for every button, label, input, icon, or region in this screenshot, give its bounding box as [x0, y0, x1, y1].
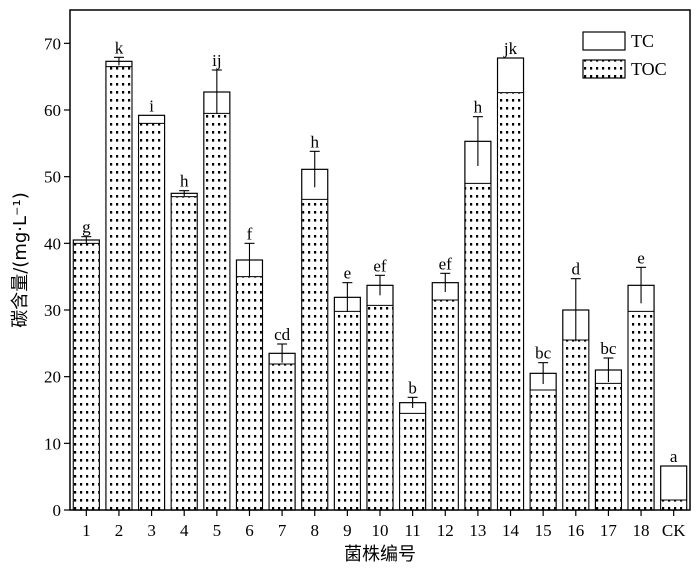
- bar-toc-3: [139, 123, 164, 510]
- bar-toc-13: [465, 183, 491, 511]
- bar-toc-10: [367, 305, 393, 510]
- x-tick-label-7: 7: [278, 521, 287, 540]
- significance-labels: g k i h ij f cd h e ef b ef h jk bc d bc e a: [82, 38, 678, 466]
- significance-label-7: cd: [274, 325, 291, 344]
- significance-label-CK: a: [670, 447, 678, 466]
- legend: TC TOC: [582, 31, 667, 79]
- significance-label-2: k: [115, 38, 124, 57]
- y-tick-label-60: 60: [44, 101, 61, 120]
- bar-toc-9: [334, 311, 360, 510]
- x-axis-title: 菌株编号: [344, 544, 416, 565]
- bar-toc-2: [106, 66, 132, 511]
- legend-swatch-toc: [582, 59, 626, 79]
- bar-toc-15: [530, 390, 556, 510]
- x-tick-label-1: 1: [82, 521, 91, 540]
- bar-toc-5: [204, 113, 230, 510]
- x-tick-label-14: 14: [502, 521, 520, 540]
- y-tick-label-20: 20: [44, 368, 61, 387]
- y-axis-title: 碳含量/(mg·L⁻¹): [10, 192, 31, 328]
- significance-label-1: g: [82, 218, 91, 237]
- x-tick-label-5: 5: [213, 521, 222, 540]
- significance-label-6: f: [247, 224, 253, 243]
- significance-label-5: ij: [212, 51, 221, 70]
- legend-label-toc: TOC: [631, 59, 667, 79]
- x-tick-label-12: 12: [437, 521, 454, 540]
- bar-toc-18: [628, 311, 654, 510]
- x-tick-label-8: 8: [310, 521, 319, 540]
- legend-swatch-tc: [582, 31, 626, 51]
- y-tick-label-50: 50: [44, 168, 61, 187]
- x-tick-label-13: 13: [469, 521, 486, 540]
- significance-label-17: bc: [600, 339, 617, 358]
- bar-toc-17: [596, 383, 621, 510]
- significance-label-3: i: [149, 96, 154, 115]
- bar-toc-1: [73, 243, 99, 511]
- x-tick-label-17: 17: [600, 521, 618, 540]
- x-tick-label-4: 4: [180, 521, 189, 540]
- bar-toc-11: [400, 413, 426, 510]
- y-axis: 0 10 20 30 40 50 60 70: [44, 34, 70, 520]
- x-tick-label-CK: CK: [662, 521, 686, 540]
- significance-label-14: jk: [503, 39, 518, 58]
- bar-toc-7: [269, 364, 295, 510]
- bars-layer: [72, 56, 688, 511]
- y-tick-label-40: 40: [44, 234, 61, 253]
- y-tick-label-10: 10: [44, 434, 61, 453]
- x-tick-label-15: 15: [535, 521, 552, 540]
- significance-label-16: d: [572, 260, 581, 279]
- y-tick-label-0: 0: [53, 501, 62, 520]
- bar-toc-12: [432, 300, 458, 510]
- significance-label-12: ef: [439, 254, 453, 273]
- legend-label-tc: TC: [631, 31, 654, 51]
- bar-toc-6: [237, 276, 262, 510]
- x-tick-label-2: 2: [115, 521, 124, 540]
- x-axis: 1 2 3 4 5 6 7 8 9 10 11 12 13 14 15 16 17 18 CK: [82, 510, 686, 540]
- significance-label-10: ef: [373, 256, 387, 275]
- y-tick-label-30: 30: [44, 301, 61, 320]
- significance-label-9: e: [344, 264, 352, 283]
- bar-toc-14: [498, 92, 523, 511]
- x-tick-label-11: 11: [404, 521, 420, 540]
- x-tick-label-16: 16: [567, 521, 584, 540]
- x-tick-label-18: 18: [633, 521, 650, 540]
- significance-label-4: h: [180, 172, 189, 191]
- x-tick-label-10: 10: [372, 521, 389, 540]
- significance-label-15: bc: [535, 344, 552, 363]
- x-tick-label-9: 9: [343, 521, 352, 540]
- x-tick-label-3: 3: [147, 521, 156, 540]
- bar-toc-CK: [661, 500, 687, 510]
- bar-toc-16: [563, 340, 589, 510]
- y-tick-label-70: 70: [44, 34, 61, 53]
- significance-label-13: h: [474, 98, 483, 117]
- significance-label-8: h: [310, 132, 319, 151]
- significance-label-11: b: [408, 378, 417, 397]
- significance-label-18: e: [637, 248, 645, 267]
- x-tick-label-6: 6: [245, 521, 254, 540]
- bar-toc-8: [302, 199, 328, 511]
- bar-toc-4: [171, 196, 197, 510]
